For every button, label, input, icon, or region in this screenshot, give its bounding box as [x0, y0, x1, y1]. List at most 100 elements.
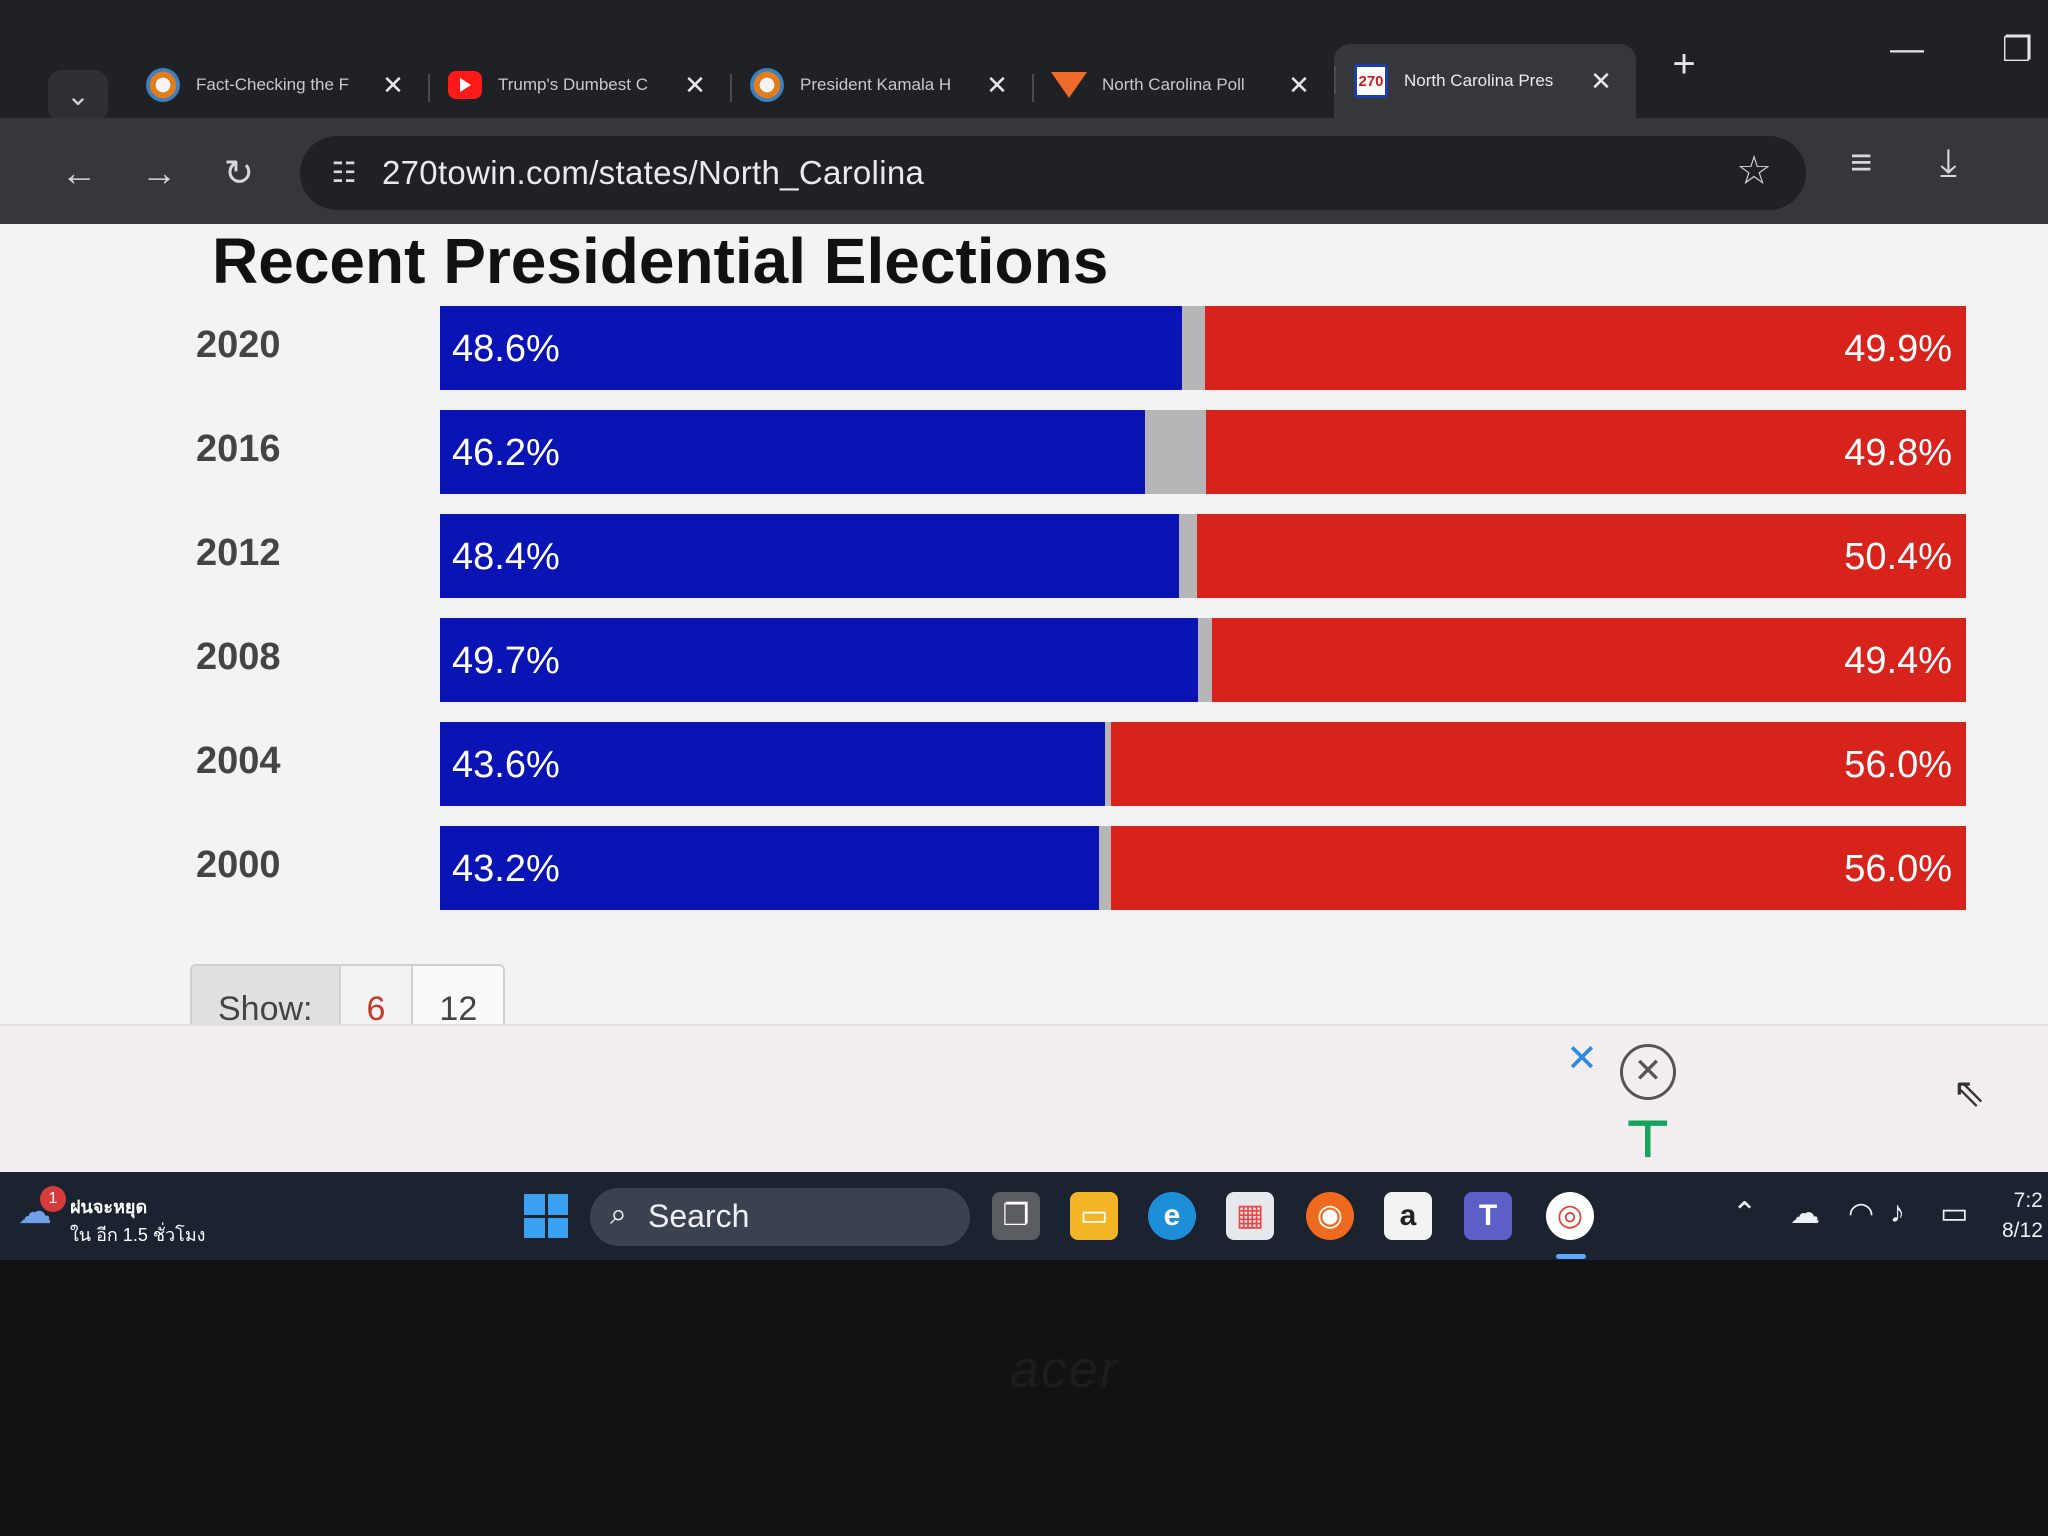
democrat-bar-segment [440, 514, 1179, 598]
ad-logo-icon: ⊤ [1624, 1111, 1672, 1169]
amazon-icon[interactable]: a [1384, 1192, 1432, 1240]
close-tab-icon[interactable]: ✕ [684, 69, 706, 100]
democrat-percent-label: 43.6% [452, 744, 560, 786]
democrat-bar-segment [440, 410, 1145, 494]
back-arrow-icon[interactable]: ← [61, 152, 97, 193]
ad-choices-close-icon[interactable]: ✕ [1566, 1038, 1598, 1080]
teams-icon[interactable]: T [1464, 1192, 1512, 1240]
republican-percent-label: 49.8% [1844, 432, 1952, 474]
year-label: 2016 [196, 428, 281, 470]
clock-date: 8/12 [2002, 1219, 2043, 1242]
tab-youtube[interactable]: Trump's Dumbest C ✕ [428, 52, 730, 118]
republican-percent-label: 50.4% [1844, 536, 1952, 578]
result-bar[interactable]: 49.7% 49.4% [440, 618, 1966, 702]
section-title: Recent Presidential Elections [212, 225, 1109, 297]
tab-list: Fact-Checking the F ✕ Trump's Dumbest C … [126, 40, 1636, 118]
result-bar[interactable]: 48.4% 50.4% [440, 514, 1966, 598]
download-icon[interactable]: ⤓ [1940, 142, 1957, 184]
democrat-percent-label: 49.7% [452, 640, 560, 682]
result-row-2020: 2020 48.6% 49.9% [0, 306, 2048, 390]
search-icon: ⌕ [610, 1198, 627, 1231]
year-label: 2020 [196, 324, 281, 366]
tab-fact-checking[interactable]: Fact-Checking the F ✕ [126, 52, 428, 118]
show-option-12[interactable]: 12 [413, 966, 504, 1024]
result-bar[interactable]: 43.2% 56.0% [440, 826, 1966, 910]
bookmark-star-icon[interactable]: ☆ [1736, 149, 1772, 193]
system-clock[interactable]: 7:2 8/12 [2002, 1186, 2043, 1246]
chrome-icon[interactable]: ◎ [1546, 1192, 1594, 1240]
weather-status: ฝนจะหยุด [70, 1197, 148, 1217]
ad-banner: ✕ ✕ ⊤ ⇖ [0, 1024, 2048, 1172]
file-explorer-icon[interactable]: ▭ [1070, 1192, 1118, 1240]
site-settings-icon[interactable]: ☷ [331, 157, 357, 188]
minimize-icon[interactable]: — [1890, 30, 1924, 68]
youtube-icon [448, 71, 482, 99]
url-text[interactable]: 270towin.com/states/North_Carolina [382, 154, 925, 191]
close-tab-icon[interactable]: ✕ [1590, 65, 1612, 96]
republican-bar-segment [1111, 722, 1966, 806]
show-label: Show: [192, 966, 341, 1024]
close-tab-icon[interactable]: ✕ [382, 69, 404, 100]
weather-detail: ใน อีก 1.5 ชั่วโมง [70, 1225, 206, 1245]
taskbar-search[interactable]: ⌕ Search [590, 1188, 970, 1246]
restore-window-icon[interactable]: ❐ [2002, 31, 2033, 69]
republican-percent-label: 56.0% [1844, 848, 1952, 890]
clock-time: 7:2 [2013, 1189, 2043, 1212]
onedrive-cloud-icon[interactable]: ☁ [1790, 1197, 1820, 1230]
show-hidden-icons-icon[interactable]: ⌃ [1732, 1197, 1758, 1230]
democrat-percent-label: 48.6% [452, 328, 560, 370]
new-tab-button[interactable]: + [1672, 42, 1696, 86]
result-row-2000: 2000 43.2% 56.0% [0, 826, 2048, 910]
tab-title: Trump's Dumbest C [498, 75, 648, 94]
battery-icon[interactable]: ▭ [1940, 1197, 1969, 1230]
tab-search-button[interactable]: ⌄ [48, 70, 108, 122]
close-tab-icon[interactable]: ✕ [986, 69, 1008, 100]
result-row-2008: 2008 49.7% 49.4% [0, 618, 2048, 702]
mouse-cursor-icon: ⇖ [1952, 1071, 1986, 1115]
weather-widget[interactable]: ☁ 1 ฝนจะหยุด ใน อีก 1.5 ชั่วโมง [18, 1182, 218, 1252]
year-label: 2004 [196, 740, 281, 782]
page-content: Recent Presidential Elections 2020 48.6% 4… [0, 224, 2048, 1024]
wifi-icon[interactable]: ◠ [1848, 1197, 1875, 1230]
windows-start-icon[interactable] [524, 1194, 568, 1238]
republican-bar-segment [1212, 618, 1966, 702]
firefox-icon[interactable]: ◉ [1306, 1192, 1354, 1240]
tab-title: North Carolina Pres [1404, 71, 1554, 90]
edge-icon[interactable]: e [1148, 1192, 1196, 1240]
tab-strip: ⌄ Fact-Checking the F ✕ Trump's Dumbest … [0, 0, 2048, 122]
tab-title: Fact-Checking the F [196, 75, 350, 94]
address-bar[interactable]: ☷ 270towin.com/states/North_Carolina ☆ [300, 136, 1806, 210]
show-count-selector: Show: 6 12 [190, 964, 506, 1024]
democrat-percent-label: 46.2% [452, 432, 560, 474]
democrat-percent-label: 43.2% [452, 848, 560, 890]
show-option-6[interactable]: 6 [341, 966, 414, 1024]
task-view-icon[interactable]: ❐ [992, 1192, 1040, 1240]
active-app-indicator [1556, 1254, 1586, 1259]
republican-bar-segment [1204, 306, 1966, 390]
laptop-bezel: acer [0, 1260, 2048, 1536]
result-row-2016: 2016 46.2% 49.8% [0, 410, 2048, 494]
forward-arrow-icon[interactable]: → [141, 152, 177, 193]
republican-percent-label: 56.0% [1844, 744, 1952, 786]
close-ad-icon[interactable]: ✕ [1620, 1044, 1676, 1100]
reading-list-icon[interactable]: ≡ [1850, 142, 1873, 184]
republican-percent-label: 49.9% [1844, 328, 1952, 370]
result-bar[interactable]: 48.6% 49.9% [440, 306, 1966, 390]
270-logo-icon: 270 [1354, 64, 1388, 98]
reload-icon[interactable]: ↻ [223, 152, 255, 193]
republican-bar-segment [1196, 514, 1966, 598]
microsoft-store-icon[interactable]: ▦ [1226, 1192, 1274, 1240]
tab-president-kamala[interactable]: President Kamala H ✕ [730, 52, 1032, 118]
volume-icon[interactable]: ♪ [1890, 1196, 1905, 1229]
tab-north-carolina-pres[interactable]: 270 North Carolina Pres ✕ [1334, 44, 1636, 118]
democrat-bar-segment [440, 618, 1199, 702]
search-label: Search [648, 1198, 750, 1234]
result-bar[interactable]: 43.6% 56.0% [440, 722, 1966, 806]
republican-percent-label: 49.4% [1844, 640, 1952, 682]
close-tab-icon[interactable]: ✕ [1288, 69, 1310, 100]
truth-or-fiction-icon [750, 68, 784, 102]
tab-north-carolina-polls[interactable]: North Carolina Poll ✕ [1032, 52, 1334, 118]
result-row-2012: 2012 48.4% 50.4% [0, 514, 2048, 598]
democrat-bar-segment [440, 306, 1182, 390]
result-bar[interactable]: 46.2% 49.8% [440, 410, 1966, 494]
